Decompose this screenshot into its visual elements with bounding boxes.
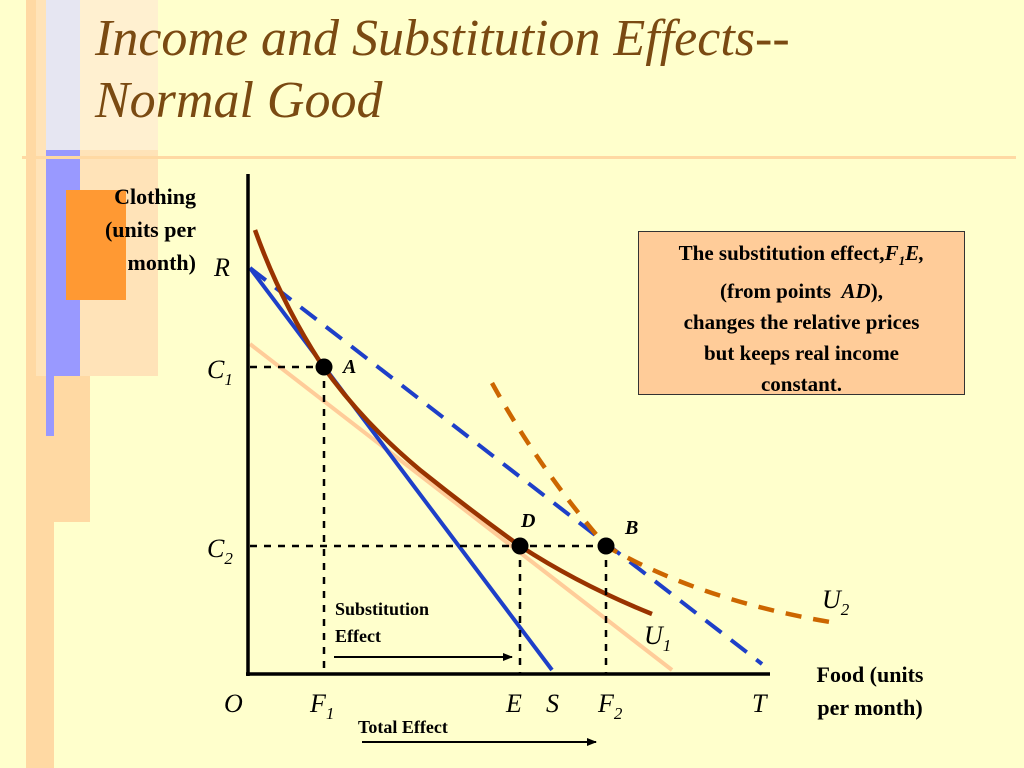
note-line-2-points: AD bbox=[841, 279, 871, 304]
y-axis-label: Clothing (units per month) bbox=[64, 180, 196, 279]
x-axis-label-line-2: per month) bbox=[817, 695, 923, 720]
note-line-2-suffix: ), bbox=[870, 279, 883, 304]
tick-c1-base: C bbox=[207, 355, 225, 384]
curve-u2-label: U2 bbox=[822, 585, 850, 619]
y-axis-label-line-1: Clothing bbox=[114, 184, 196, 209]
tick-origin: O bbox=[224, 689, 243, 718]
tick-c2-sub: 2 bbox=[224, 549, 233, 568]
tick-f2-sub: 2 bbox=[614, 704, 623, 723]
x-axis-label: Food (units per month) bbox=[790, 658, 950, 724]
curve-u1-base: U bbox=[644, 621, 665, 650]
tick-c2-base: C bbox=[207, 534, 225, 563]
tick-t: T bbox=[752, 689, 768, 718]
curve-u2-sub: 2 bbox=[841, 600, 850, 619]
tick-f2: F2 bbox=[597, 689, 623, 723]
tick-c1: C1 bbox=[207, 355, 233, 389]
note-line-3: changes the relative prices bbox=[683, 310, 920, 335]
compensated-budget-line bbox=[248, 342, 674, 672]
note-line-4: but keeps real income bbox=[703, 341, 900, 366]
tick-c1-sub: 1 bbox=[224, 370, 233, 389]
tick-f1: F1 bbox=[309, 689, 334, 723]
note-line-2: (from points AD), bbox=[639, 276, 964, 307]
point-b-marker bbox=[597, 537, 615, 555]
y-axis-label-line-3: month) bbox=[127, 250, 196, 275]
tick-f1-base: F bbox=[309, 689, 327, 718]
tick-r: R bbox=[213, 253, 230, 282]
note-line-1-prefix: The substitution effect, bbox=[678, 241, 885, 265]
curve-u1-sub: 1 bbox=[663, 636, 672, 655]
point-a-label: A bbox=[341, 356, 356, 378]
y-axis-label-line-2: (units per bbox=[104, 217, 196, 242]
point-b-label: B bbox=[624, 517, 638, 539]
indifference-curve-u1 bbox=[252, 229, 653, 617]
note-line-1-sub: 1 bbox=[898, 253, 906, 269]
x-axis-label-line-1: Food (units bbox=[816, 662, 924, 687]
point-d-label: D bbox=[520, 510, 535, 532]
title-line-1: Income and Substitution Effects-- bbox=[95, 10, 790, 67]
guide-lines bbox=[250, 365, 608, 674]
point-d-marker bbox=[511, 537, 529, 555]
note-line-1-e: E, bbox=[905, 241, 925, 265]
total-effect-label: Total Effect bbox=[358, 717, 448, 737]
substitution-effect-label-line-1: Substitution bbox=[335, 599, 429, 619]
note-line-1: The substitution effect,F1E, bbox=[639, 238, 964, 276]
substitution-effect-note: The substitution effect,F1E, (from point… bbox=[638, 231, 965, 396]
curve-u1-label: U1 bbox=[644, 621, 671, 655]
slide-title: Income and Substitution Effects-- Normal… bbox=[95, 8, 790, 132]
title-line-2: Normal Good bbox=[95, 72, 383, 129]
note-line-2-prefix: (from points bbox=[720, 279, 842, 304]
tick-e: E bbox=[505, 689, 522, 718]
note-line-1-f: F bbox=[884, 241, 899, 265]
title-divider bbox=[22, 156, 1016, 159]
point-a-marker bbox=[315, 358, 333, 376]
note-line-5: constant. bbox=[760, 372, 843, 397]
tick-f2-base: F bbox=[597, 689, 615, 718]
tick-s: S bbox=[546, 689, 559, 718]
original-budget-line-rs bbox=[248, 266, 554, 672]
tick-f1-sub: 1 bbox=[326, 704, 335, 723]
curve-u2-base: U bbox=[822, 585, 843, 614]
tick-c2: C2 bbox=[207, 534, 233, 568]
new-budget-line-rt bbox=[248, 266, 764, 666]
deco-bar-peach-mid bbox=[54, 376, 90, 522]
deco-bar-orange bbox=[66, 190, 126, 300]
substitution-effect-label-line-2: Effect bbox=[335, 626, 381, 646]
